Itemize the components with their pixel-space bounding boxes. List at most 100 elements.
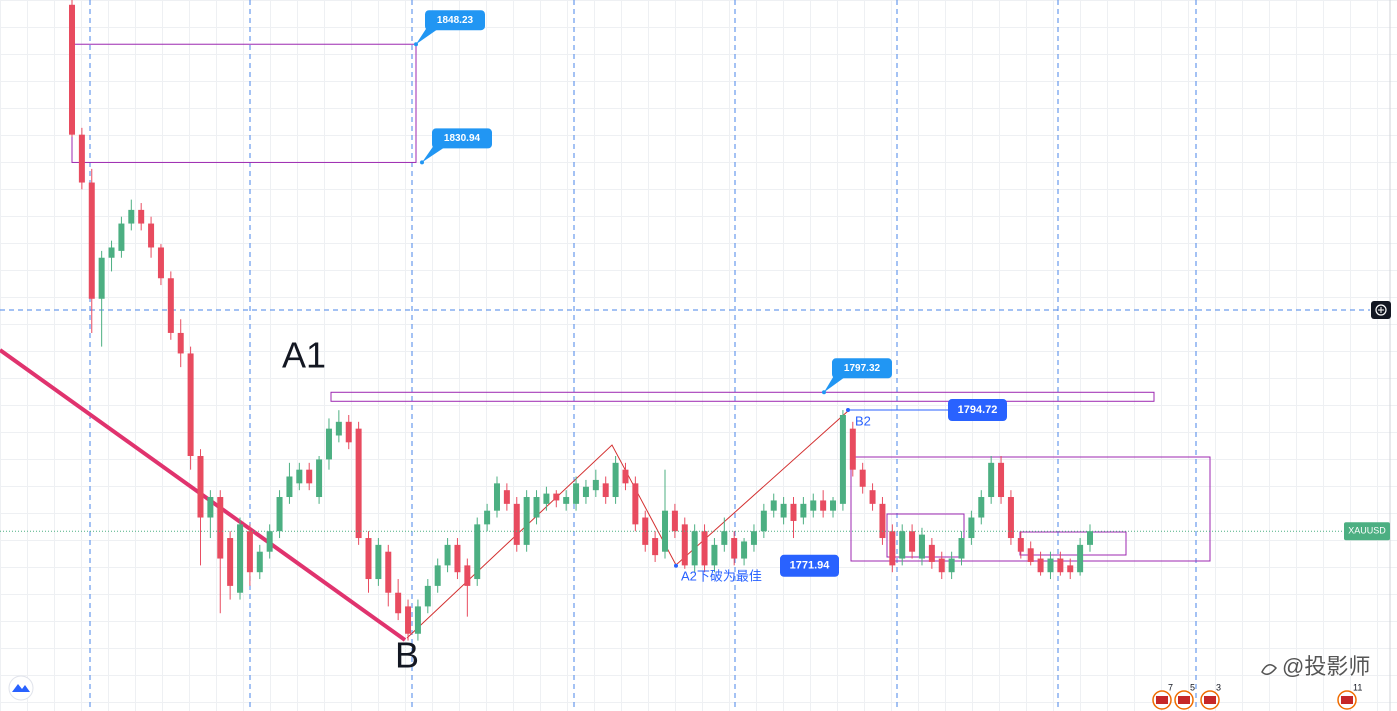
candle-body [118, 223, 125, 251]
candle-body [197, 455, 204, 518]
candle-body [681, 524, 688, 566]
candle-body [948, 558, 955, 573]
price-tag-label: 1794.72 [958, 404, 998, 416]
candle-body [741, 541, 748, 559]
candle-body [187, 353, 194, 456]
candle-body [1057, 558, 1064, 573]
candle-body [830, 500, 837, 511]
candle-body [800, 503, 807, 518]
candle-body [731, 538, 738, 559]
candle-body [1067, 565, 1074, 573]
candle-body [444, 544, 451, 566]
price-tag-label: 1771.94 [790, 560, 831, 572]
candle-body [543, 493, 550, 504]
candle-body [246, 531, 253, 573]
candle-body [711, 544, 718, 566]
candle-body [128, 209, 135, 224]
candle-body [958, 538, 965, 559]
candle-body [760, 510, 767, 532]
candle-body [582, 486, 589, 498]
event-count: 5 [1190, 682, 1195, 692]
candle-body [286, 476, 293, 498]
candle-body [365, 538, 372, 580]
candle-body [464, 565, 471, 586]
candle-body [503, 490, 510, 504]
candle-body [1027, 548, 1034, 562]
candle-body [770, 500, 777, 511]
candle-body [108, 247, 115, 258]
logo[interactable] [8, 675, 34, 701]
candle-body [355, 428, 362, 539]
candle-body [78, 134, 85, 183]
annotation: A2下破为最佳 [681, 568, 762, 583]
price-box [330, 391, 1155, 402]
candle-body [167, 278, 174, 333]
candle-body [98, 257, 105, 299]
crosshair-button[interactable] [1371, 301, 1391, 319]
price-tag [948, 399, 1007, 422]
candle-body [454, 544, 461, 573]
price-box [71, 43, 417, 163]
candle-body [849, 428, 856, 470]
event-flag [1156, 696, 1168, 704]
candle-body [721, 531, 728, 545]
candle-body [879, 503, 886, 539]
callout-label: 1797.32 [844, 363, 881, 374]
tag-anchor [674, 563, 678, 568]
candle-body [602, 483, 609, 498]
candle-body [592, 479, 599, 491]
candle-body [622, 469, 629, 484]
annotation: B [395, 635, 419, 676]
zigzag [406, 410, 849, 639]
candle-body [266, 531, 273, 552]
candle-body [395, 592, 402, 614]
candle-body [375, 544, 382, 580]
candle-body [325, 428, 332, 460]
candle-body [1077, 544, 1084, 573]
candle-body [414, 606, 421, 634]
candle-body [157, 247, 164, 279]
candle-body [405, 606, 412, 634]
candle-body [296, 469, 303, 484]
candle-body [88, 182, 95, 299]
range-box [1019, 531, 1127, 556]
tag-anchor [846, 408, 850, 413]
candle-body [493, 483, 500, 511]
candle-body [573, 483, 580, 504]
candle-body [1087, 531, 1093, 545]
event-count: 7 [1168, 682, 1173, 692]
callout [432, 128, 492, 149]
candle-body [523, 497, 530, 545]
event-flag [1204, 696, 1216, 704]
candle-body [869, 490, 876, 504]
candle-body [434, 565, 441, 586]
candle-body [148, 223, 155, 248]
candles [69, 0, 1093, 641]
candle-body [662, 510, 669, 552]
candle-body [612, 462, 619, 498]
candle-body [533, 497, 540, 518]
candle-body [998, 462, 1005, 498]
event-flag [1178, 696, 1190, 704]
candle-body [909, 531, 916, 552]
candle-body [750, 531, 757, 545]
callout-label: 1830.94 [444, 133, 481, 144]
candle-body [563, 497, 570, 504]
annotation: A1 [282, 335, 326, 376]
candle-body [385, 551, 392, 593]
event-count: 11 [1353, 682, 1362, 692]
callout-anchor [414, 42, 418, 47]
range-box [886, 513, 965, 558]
candle-body [424, 585, 431, 607]
candle-body [938, 558, 945, 573]
candle-body [780, 503, 787, 518]
candle-body [276, 497, 283, 532]
candle-body [484, 510, 491, 525]
candle-body [69, 4, 75, 135]
drawings [71, 43, 1211, 562]
symbol-label: XAUUSD [1348, 526, 1386, 536]
candle-body [1037, 558, 1044, 573]
candle-body [256, 551, 263, 573]
